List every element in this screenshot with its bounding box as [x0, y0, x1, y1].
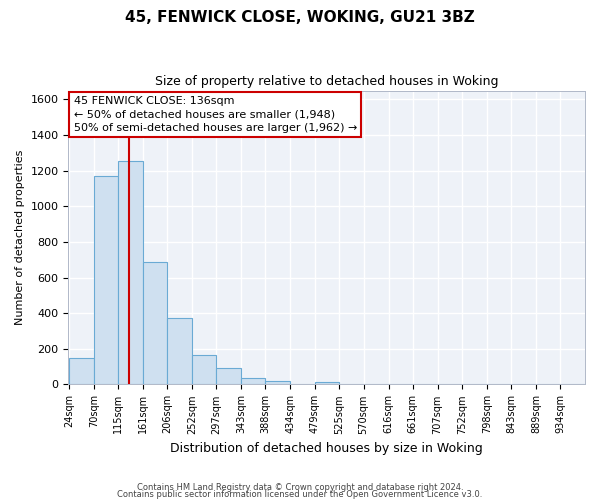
Text: Contains public sector information licensed under the Open Government Licence v3: Contains public sector information licen…	[118, 490, 482, 499]
Title: Size of property relative to detached houses in Woking: Size of property relative to detached ho…	[155, 75, 499, 88]
Text: 45 FENWICK CLOSE: 136sqm
← 50% of detached houses are smaller (1,948)
50% of sem: 45 FENWICK CLOSE: 136sqm ← 50% of detach…	[74, 96, 357, 133]
Bar	[167, 318, 192, 384]
X-axis label: Distribution of detached houses by size in Woking: Distribution of detached houses by size …	[170, 442, 483, 455]
Bar	[69, 358, 94, 384]
Bar	[265, 381, 290, 384]
Bar	[118, 161, 143, 384]
Y-axis label: Number of detached properties: Number of detached properties	[15, 150, 25, 325]
Bar	[314, 382, 340, 384]
Bar	[217, 368, 241, 384]
Bar	[94, 176, 118, 384]
Bar	[143, 262, 167, 384]
Text: Contains HM Land Registry data © Crown copyright and database right 2024.: Contains HM Land Registry data © Crown c…	[137, 484, 463, 492]
Bar	[241, 378, 265, 384]
Text: 45, FENWICK CLOSE, WOKING, GU21 3BZ: 45, FENWICK CLOSE, WOKING, GU21 3BZ	[125, 10, 475, 25]
Bar	[192, 355, 217, 384]
